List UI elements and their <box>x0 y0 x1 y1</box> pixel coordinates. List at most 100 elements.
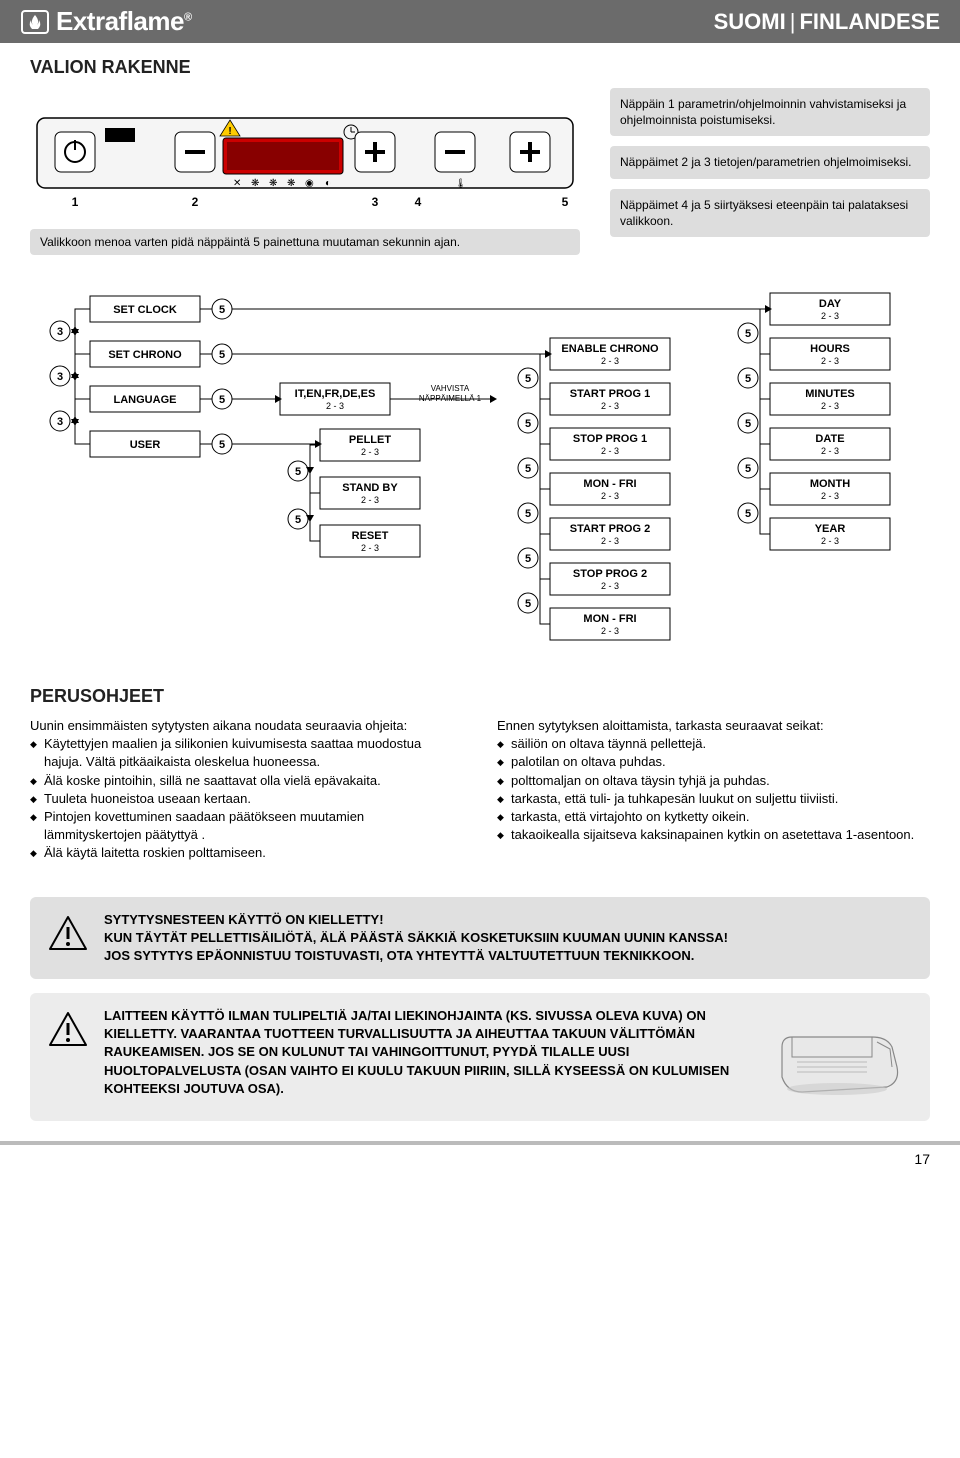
svg-text:MONTH: MONTH <box>810 478 850 490</box>
svg-text:VAHVISTA: VAHVISTA <box>431 384 470 393</box>
language-header: SUOMI|FINLANDESE <box>714 9 940 35</box>
svg-text:2 - 3: 2 - 3 <box>601 401 619 411</box>
svg-text:5: 5 <box>525 598 531 610</box>
section-title-2: PERUSOHJEET <box>30 686 960 707</box>
warning-box-1: SYTYTYSNESTEEN KÄYTTÖ ON KIELLETTY! KUN … <box>30 897 930 980</box>
part-illustration <box>762 1007 912 1107</box>
svg-text:2 - 3: 2 - 3 <box>601 626 619 636</box>
svg-text:3: 3 <box>57 416 63 428</box>
header-bar: Extraflame® SUOMI|FINLANDESE <box>0 0 960 43</box>
panel-caption: Valikkoon menoa varten pidä näppäintä 5 … <box>30 229 580 255</box>
svg-text:PELLET: PELLET <box>349 434 391 446</box>
list-item: säiliön on oltava täynnä pellettejä. <box>511 735 930 753</box>
control-panel-area: 1 2 ! ✕ ❋ ❋ ❋ ◉ ◐ <box>30 88 580 255</box>
svg-text:5: 5 <box>295 466 301 478</box>
right-intro: Ennen sytytyksen aloittamista, tarkasta … <box>497 717 930 735</box>
svg-text:◉: ◉ <box>305 178 314 189</box>
svg-text:USER: USER <box>130 439 161 451</box>
svg-text:2 - 3: 2 - 3 <box>601 536 619 546</box>
warning-icon <box>48 915 88 951</box>
svg-text:DATE: DATE <box>815 433 844 445</box>
svg-text:START PROG 2: START PROG 2 <box>570 523 650 535</box>
list-item: tarkasta, että virtajohto on kytketty oi… <box>511 808 930 826</box>
callouts-column: Näppäin 1 parametrin/ohjelmoinnin vahvis… <box>610 88 930 255</box>
svg-text:STOP PROG 2: STOP PROG 2 <box>573 568 647 580</box>
right-bullet-list: säiliön on oltava täynnä pellettejä. pal… <box>497 735 930 844</box>
svg-text:2 - 3: 2 - 3 <box>821 446 839 456</box>
svg-text:RESET: RESET <box>352 530 389 542</box>
list-item: takaoikealla sijaitseva kaksinapainen ky… <box>511 826 930 844</box>
svg-text:❋: ❋ <box>269 178 277 189</box>
top-row: 1 2 ! ✕ ❋ ❋ ❋ ◉ ◐ <box>0 88 960 271</box>
svg-text:2 - 3: 2 - 3 <box>361 447 379 457</box>
svg-text:IT,EN,FR,DE,ES: IT,EN,FR,DE,ES <box>295 388 376 400</box>
svg-text:SET CHRONO: SET CHRONO <box>108 349 182 361</box>
warning-text-1: SYTYTYSNESTEEN KÄYTTÖ ON KIELLETTY! KUN … <box>104 911 912 966</box>
svg-text:3: 3 <box>57 326 63 338</box>
svg-text:STOP PROG 1: STOP PROG 1 <box>573 433 647 445</box>
svg-text:2 - 3: 2 - 3 <box>821 536 839 546</box>
list-item: polttomaljan on oltava täysin tyhjä ja p… <box>511 772 930 790</box>
flame-icon <box>20 9 50 35</box>
svg-text:◐: ◐ <box>325 178 331 189</box>
svg-text:!: ! <box>228 126 231 137</box>
warn-line: JOS SYTYTYS EPÄONNISTUU TOISTUVASTI, OTA… <box>104 947 912 965</box>
list-item: Älä käytä laitetta roskien polttamiseen. <box>44 844 463 862</box>
footer-bar: 17 <box>0 1141 960 1183</box>
svg-text:5: 5 <box>745 418 751 430</box>
right-column: Ennen sytytyksen aloittamista, tarkasta … <box>497 717 930 863</box>
svg-text:5: 5 <box>745 373 751 385</box>
svg-text:YEAR: YEAR <box>815 523 846 535</box>
svg-text:2 - 3: 2 - 3 <box>821 311 839 321</box>
svg-text:MINUTES: MINUTES <box>805 388 855 400</box>
svg-text:4: 4 <box>415 195 422 209</box>
svg-text:5: 5 <box>219 439 225 451</box>
callout-3: Näppäimet 4 ja 5 siirtyäksesi eteenpäin … <box>610 189 930 237</box>
svg-text:5: 5 <box>745 508 751 520</box>
instructions-columns: Uunin ensimmäisten sytytysten aikana nou… <box>0 717 960 883</box>
menu-flowchart: SET CLOCK SET CHRONO LANGUAGE USER 3 3 3… <box>30 281 930 661</box>
svg-text:2: 2 <box>192 195 199 209</box>
warning-icon <box>48 1011 88 1047</box>
svg-text:1: 1 <box>72 195 79 209</box>
callout-1: Näppäin 1 parametrin/ohjelmoinnin vahvis… <box>610 88 930 136</box>
svg-text:✕: ✕ <box>233 178 241 189</box>
svg-text:SET CLOCK: SET CLOCK <box>113 304 177 316</box>
svg-text:ENABLE CHRONO: ENABLE CHRONO <box>561 343 659 355</box>
warning-box-2: LAITTEEN KÄYTTÖ ILMAN TULIPELTIÄ JA/TAI … <box>30 993 930 1121</box>
svg-text:HOURS: HOURS <box>810 343 850 355</box>
svg-text:5: 5 <box>525 553 531 565</box>
svg-text:5: 5 <box>745 328 751 340</box>
svg-text:5: 5 <box>219 394 225 406</box>
list-item: Tuuleta huoneistoa useaan kertaan. <box>44 790 463 808</box>
svg-text:3: 3 <box>57 371 63 383</box>
svg-text:5: 5 <box>525 463 531 475</box>
left-bullet-list: Käytettyjen maalien ja silikonien kuivum… <box>30 735 463 862</box>
svg-text:MON - FRI: MON - FRI <box>583 613 636 625</box>
svg-text:DAY: DAY <box>819 298 842 310</box>
svg-text:5: 5 <box>525 508 531 520</box>
flowchart-area: SET CLOCK SET CHRONO LANGUAGE USER 3 3 3… <box>0 271 960 686</box>
svg-text:2 - 3: 2 - 3 <box>601 446 619 456</box>
svg-text:LANGUAGE: LANGUAGE <box>114 394 177 406</box>
svg-text:5: 5 <box>745 463 751 475</box>
svg-text:MON - FRI: MON - FRI <box>583 478 636 490</box>
svg-text:2 - 3: 2 - 3 <box>821 401 839 411</box>
list-item: Älä koske pintoihin, sillä ne saattavat … <box>44 772 463 790</box>
section-title-1: VALION RAKENNE <box>30 57 960 78</box>
svg-text:🌡: 🌡 <box>455 178 466 188</box>
svg-text:2 - 3: 2 - 3 <box>601 581 619 591</box>
svg-text:2 - 3: 2 - 3 <box>361 543 379 553</box>
list-item: Käytettyjen maalien ja silikonien kuivum… <box>44 735 463 771</box>
svg-text:5: 5 <box>219 349 225 361</box>
control-panel-diagram: 1 2 ! ✕ ❋ ❋ ❋ ◉ ◐ <box>30 88 580 218</box>
svg-text:❋: ❋ <box>251 178 259 189</box>
svg-text:2 - 3: 2 - 3 <box>601 491 619 501</box>
left-intro: Uunin ensimmäisten sytytysten aikana nou… <box>30 717 463 735</box>
brand-text: Extraflame® <box>56 6 192 37</box>
brand-logo: Extraflame® <box>20 6 192 37</box>
svg-text:5: 5 <box>295 514 301 526</box>
callout-2: Näppäimet 2 ja 3 tietojen/parametrien oh… <box>610 146 930 178</box>
svg-text:2 - 3: 2 - 3 <box>361 495 379 505</box>
list-item: Pintojen kovettuminen saadaan päätökseen… <box>44 808 463 844</box>
